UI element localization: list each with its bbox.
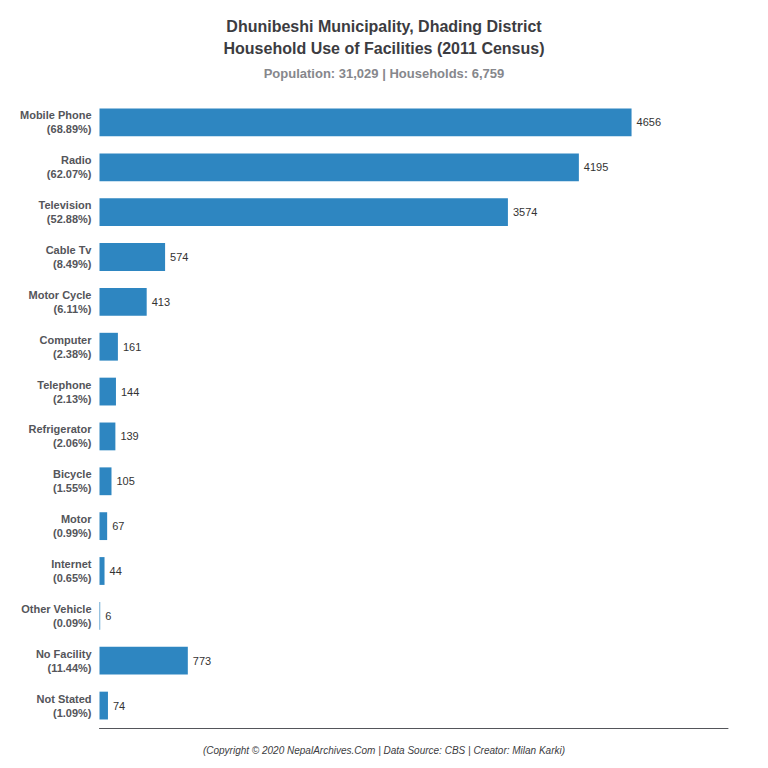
svg-text:Radio: Radio: [61, 154, 92, 166]
svg-text:Dhunibeshi Municipality, Dhadi: Dhunibeshi Municipality, Dhading Distric…: [226, 18, 542, 35]
svg-text:144: 144: [121, 386, 139, 398]
svg-text:139: 139: [120, 430, 138, 442]
svg-text:Household Use of Facilities (2: Household Use of Facilities (2011 Census…: [224, 40, 545, 57]
svg-text:(0.09%): (0.09%): [53, 617, 92, 629]
svg-text:(0.65%): (0.65%): [53, 572, 92, 584]
svg-text:161: 161: [123, 341, 141, 353]
svg-text:(1.09%): (1.09%): [53, 707, 92, 719]
svg-text:(62.07%): (62.07%): [47, 168, 92, 180]
svg-text:105: 105: [116, 475, 134, 487]
svg-text:Internet: Internet: [51, 558, 92, 570]
svg-text:Telephone: Telephone: [37, 379, 91, 391]
svg-text:44: 44: [110, 565, 122, 577]
svg-text:(Copyright © 2020 NepalArchive: (Copyright © 2020 NepalArchives.Com | Da…: [203, 745, 565, 756]
svg-text:Cable Tv: Cable Tv: [46, 244, 93, 256]
svg-text:Not Stated: Not Stated: [37, 693, 92, 705]
svg-text:(2.06%): (2.06%): [53, 437, 92, 449]
svg-text:Population: 31,029 | Household: Population: 31,029 | Households: 6,759: [264, 66, 505, 81]
svg-text:(2.38%): (2.38%): [53, 348, 92, 360]
svg-text:Other Vehicle: Other Vehicle: [21, 603, 91, 615]
svg-text:Refrigerator: Refrigerator: [29, 423, 93, 435]
svg-text:(8.49%): (8.49%): [53, 258, 92, 270]
svg-text:Motor Cycle: Motor Cycle: [29, 289, 92, 301]
svg-text:(1.55%): (1.55%): [53, 482, 92, 494]
svg-text:(52.88%): (52.88%): [47, 213, 92, 225]
svg-text:No Facility: No Facility: [36, 648, 93, 660]
svg-text:413: 413: [152, 296, 170, 308]
svg-text:Motor: Motor: [61, 513, 92, 525]
svg-text:74: 74: [113, 700, 125, 712]
svg-text:4195: 4195: [584, 161, 608, 173]
svg-text:773: 773: [193, 655, 211, 667]
svg-text:(0.99%): (0.99%): [53, 527, 92, 539]
svg-text:67: 67: [112, 520, 124, 532]
svg-text:4656: 4656: [637, 116, 661, 128]
svg-text:6: 6: [105, 610, 111, 622]
svg-text:Bicycle: Bicycle: [53, 468, 92, 480]
svg-text:Computer: Computer: [40, 334, 93, 346]
svg-text:(2.13%): (2.13%): [53, 393, 92, 405]
svg-text:(6.11%): (6.11%): [54, 303, 92, 315]
svg-text:574: 574: [170, 251, 188, 263]
svg-text:Mobile Phone: Mobile Phone: [20, 109, 92, 121]
svg-text:(68.89%): (68.89%): [47, 123, 92, 135]
svg-text:(11.44%): (11.44%): [47, 662, 91, 674]
svg-text:Television: Television: [39, 199, 92, 211]
svg-text:3574: 3574: [513, 206, 537, 218]
